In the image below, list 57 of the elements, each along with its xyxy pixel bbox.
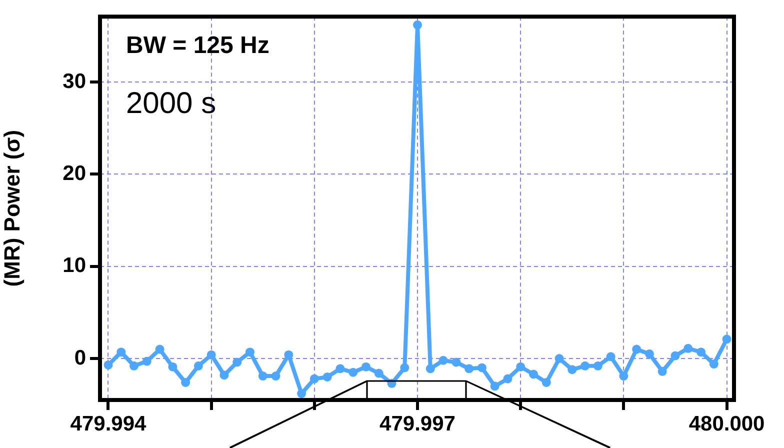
x-tick-label: 480.000 — [688, 412, 765, 436]
point — [722, 334, 732, 344]
point — [361, 362, 370, 372]
point — [696, 348, 706, 357]
y-tick-label: 10 — [62, 254, 86, 278]
point — [452, 358, 461, 367]
point — [232, 358, 242, 367]
point — [413, 20, 422, 30]
point — [632, 344, 642, 354]
point — [580, 361, 590, 370]
point — [568, 365, 577, 374]
point — [181, 378, 190, 387]
point — [130, 361, 139, 370]
y-tick-label: 0 — [74, 346, 86, 370]
point — [142, 356, 152, 366]
point — [310, 374, 319, 384]
point — [400, 363, 410, 372]
point — [426, 364, 435, 374]
annotation: 2000 s — [126, 86, 216, 120]
x-tick-label: 479.994 — [70, 412, 147, 436]
point — [336, 364, 345, 374]
point — [619, 372, 628, 381]
annotation: BW = 125 Hz — [126, 32, 270, 60]
point — [709, 360, 718, 369]
point — [168, 362, 178, 372]
point — [220, 370, 229, 380]
point — [477, 363, 486, 372]
point — [490, 382, 500, 391]
point — [593, 361, 602, 370]
point — [155, 344, 164, 354]
point — [322, 372, 332, 382]
point — [258, 372, 268, 381]
point — [245, 348, 254, 357]
point — [438, 356, 448, 365]
y-tick-label: 20 — [62, 162, 86, 185]
point — [348, 368, 358, 377]
point — [670, 351, 680, 360]
point — [658, 366, 667, 376]
point — [528, 370, 538, 379]
point — [684, 344, 693, 353]
point — [194, 361, 203, 370]
point — [116, 348, 126, 357]
point — [542, 378, 551, 387]
point — [104, 360, 113, 370]
point — [644, 349, 654, 358]
y-axis-title: (MR) Power (σ) — [0, 130, 24, 287]
point — [271, 372, 280, 381]
point — [206, 350, 216, 360]
point — [516, 362, 526, 372]
point — [554, 354, 564, 364]
point — [606, 352, 616, 362]
point — [374, 368, 384, 378]
point — [503, 374, 512, 384]
point — [297, 389, 306, 398]
x-tick-label: 479.997 — [380, 412, 456, 436]
y-tick-label: 30 — [62, 70, 86, 93]
point — [464, 364, 474, 374]
